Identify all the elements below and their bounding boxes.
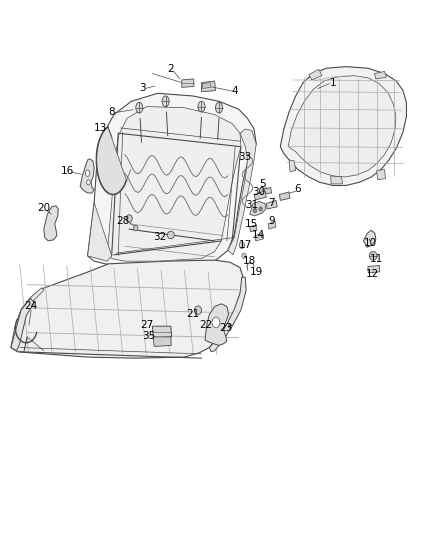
Text: 6: 6 (294, 184, 301, 194)
Text: 2: 2 (167, 64, 174, 74)
Polygon shape (377, 169, 385, 180)
Ellipse shape (239, 242, 244, 248)
Text: 7: 7 (268, 198, 275, 207)
Polygon shape (250, 225, 257, 232)
Polygon shape (80, 159, 94, 193)
Polygon shape (309, 69, 322, 80)
Text: 20: 20 (37, 203, 50, 213)
Polygon shape (255, 233, 264, 241)
Text: 9: 9 (268, 216, 275, 226)
Text: 15: 15 (245, 219, 258, 229)
Text: 17: 17 (239, 240, 252, 250)
Text: 13: 13 (94, 123, 107, 133)
Polygon shape (209, 277, 246, 352)
Ellipse shape (253, 208, 257, 213)
Ellipse shape (215, 102, 223, 113)
Text: 18: 18 (243, 256, 256, 266)
Polygon shape (250, 201, 266, 216)
Ellipse shape (369, 252, 377, 260)
Polygon shape (107, 107, 241, 261)
Text: 28: 28 (116, 216, 129, 226)
Text: 35: 35 (142, 331, 155, 341)
Polygon shape (288, 76, 396, 177)
Polygon shape (374, 71, 386, 79)
Text: 12: 12 (366, 270, 379, 279)
Polygon shape (11, 298, 34, 351)
Text: 10: 10 (364, 238, 377, 247)
Polygon shape (289, 160, 296, 172)
Polygon shape (228, 129, 256, 255)
Polygon shape (182, 79, 194, 87)
Ellipse shape (242, 253, 246, 259)
Text: 3: 3 (139, 83, 146, 93)
Text: 5: 5 (259, 179, 266, 189)
Ellipse shape (85, 170, 90, 176)
Ellipse shape (134, 225, 138, 231)
Ellipse shape (259, 207, 262, 211)
Polygon shape (96, 127, 127, 195)
Ellipse shape (194, 306, 201, 314)
Text: 24: 24 (24, 302, 37, 311)
Text: 32: 32 (153, 232, 166, 242)
Text: 22: 22 (199, 320, 212, 330)
Polygon shape (331, 176, 343, 184)
Polygon shape (201, 81, 215, 92)
Polygon shape (266, 200, 277, 209)
Polygon shape (205, 304, 229, 345)
Polygon shape (364, 230, 376, 247)
Polygon shape (368, 265, 380, 273)
Polygon shape (44, 206, 58, 241)
Text: 33: 33 (239, 152, 252, 162)
Polygon shape (254, 191, 266, 200)
Text: 19: 19 (250, 267, 263, 277)
Ellipse shape (87, 180, 90, 185)
Polygon shape (11, 288, 44, 349)
Text: 21: 21 (186, 310, 199, 319)
Polygon shape (280, 67, 406, 185)
Polygon shape (88, 203, 112, 261)
Text: 30: 30 (252, 187, 265, 197)
Ellipse shape (162, 96, 169, 107)
Ellipse shape (167, 231, 174, 239)
Polygon shape (202, 83, 211, 88)
Ellipse shape (228, 324, 232, 328)
Text: 14: 14 (252, 230, 265, 239)
Polygon shape (153, 337, 171, 346)
Polygon shape (279, 192, 290, 200)
Polygon shape (268, 221, 276, 229)
Text: 4: 4 (231, 86, 238, 95)
Polygon shape (11, 260, 243, 358)
Text: 27: 27 (140, 320, 153, 330)
Polygon shape (152, 326, 172, 338)
Polygon shape (88, 93, 256, 266)
Ellipse shape (126, 215, 132, 222)
Text: 8: 8 (108, 107, 115, 117)
Text: 16: 16 (61, 166, 74, 175)
Text: 31: 31 (245, 200, 258, 210)
Text: 1: 1 (329, 78, 336, 87)
Text: 23: 23 (219, 323, 232, 333)
Text: 11: 11 (370, 254, 383, 263)
Ellipse shape (212, 317, 220, 328)
Ellipse shape (198, 101, 205, 112)
Polygon shape (262, 188, 272, 194)
Ellipse shape (136, 102, 143, 113)
